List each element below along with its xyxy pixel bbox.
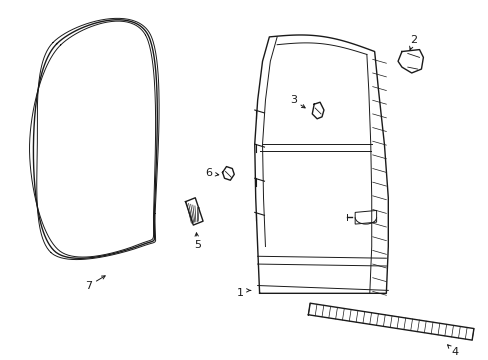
Text: 3: 3 — [290, 95, 297, 105]
Text: 5: 5 — [193, 239, 200, 249]
Text: 7: 7 — [85, 280, 92, 291]
Text: 1: 1 — [236, 288, 243, 298]
Text: 4: 4 — [450, 347, 457, 357]
Text: 6: 6 — [205, 168, 212, 179]
Text: 2: 2 — [409, 35, 416, 45]
